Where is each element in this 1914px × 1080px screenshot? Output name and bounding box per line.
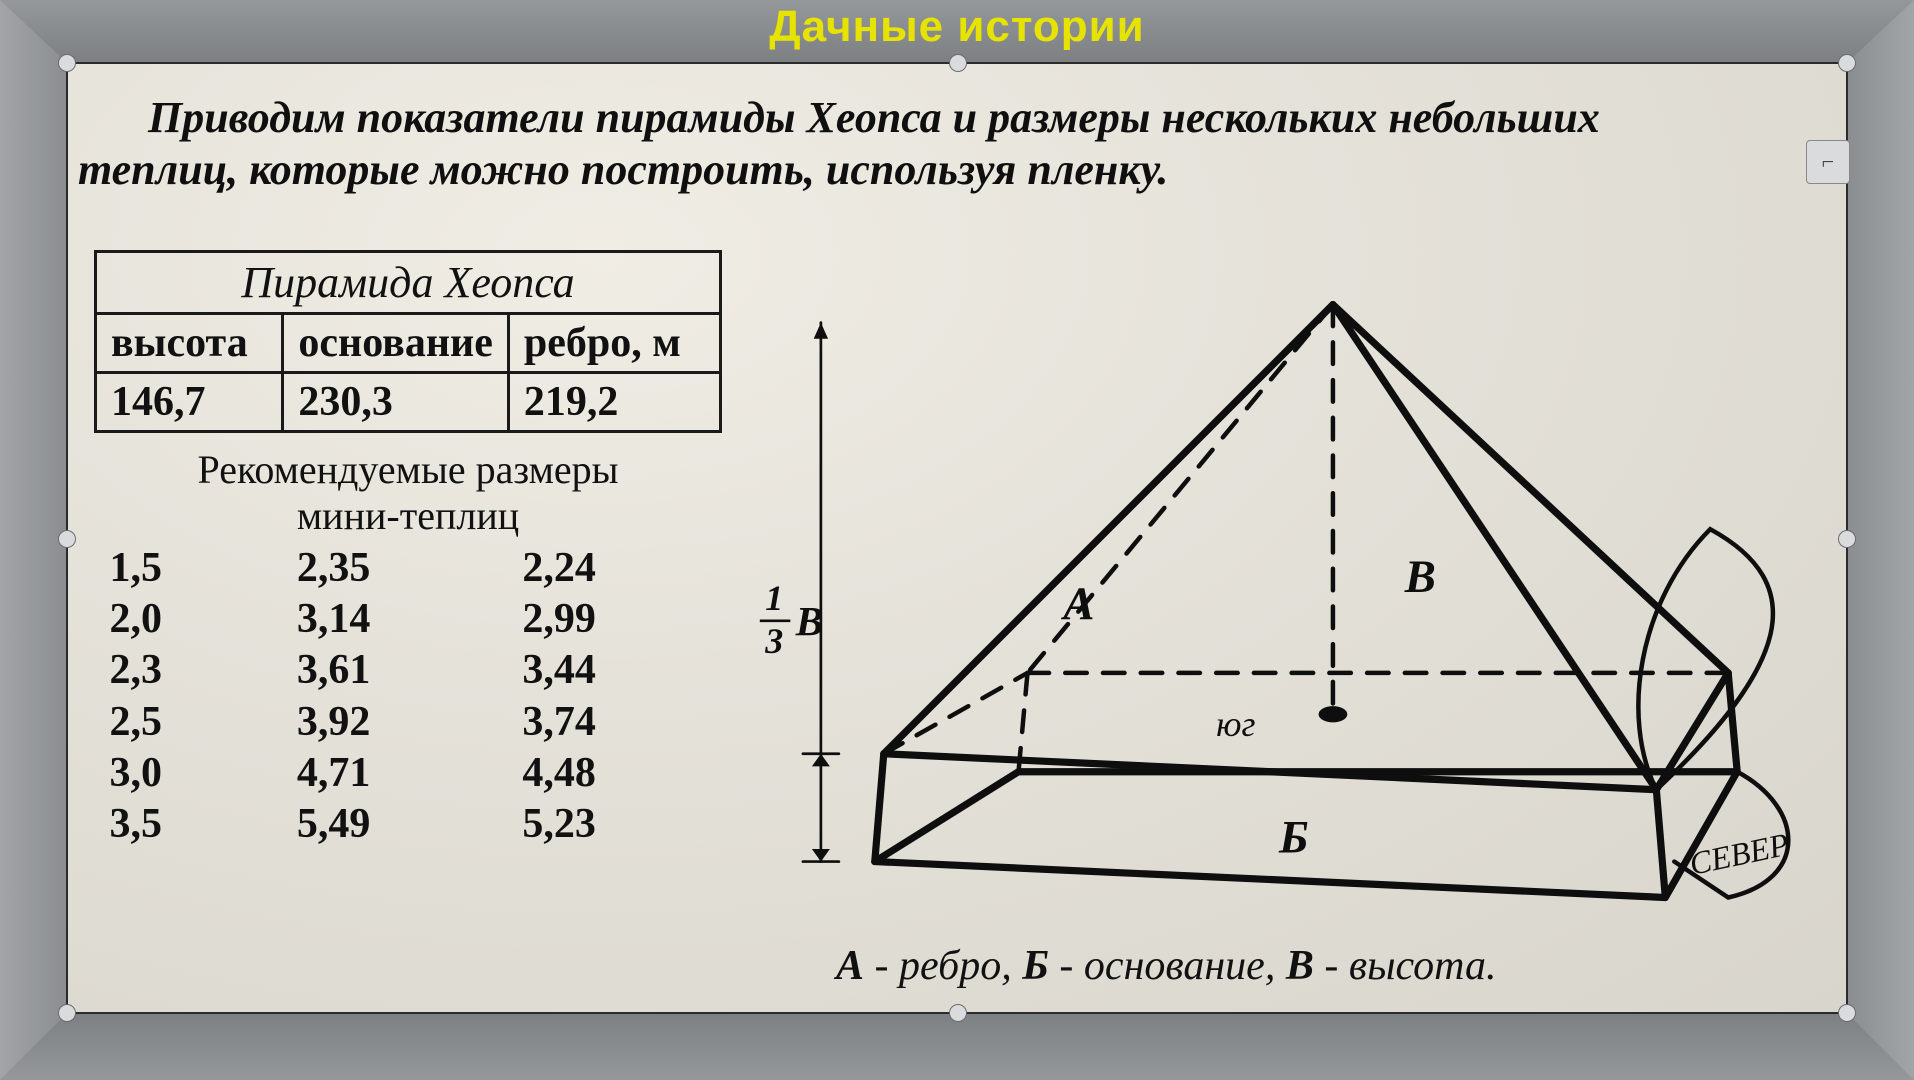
resize-handle-bl[interactable] xyxy=(58,1004,76,1022)
svg-text:1: 1 xyxy=(765,578,783,618)
svg-text:Б: Б xyxy=(1278,812,1309,864)
cell: 3,44 xyxy=(508,645,720,696)
cell: 5,23 xyxy=(508,799,720,850)
intro-line2: теплиц, которые можно построить, использ… xyxy=(78,145,1168,194)
intro-paragraph: Приводим показатели пирамиды Хеопса и ра… xyxy=(78,92,1816,196)
col-edge: ребро, м xyxy=(508,314,720,373)
resize-handle-tl[interactable] xyxy=(58,54,76,72)
resize-handle-tc[interactable] xyxy=(949,54,967,72)
cell: 2,5 xyxy=(96,697,283,748)
mini-subheader: Рекомендуемые размеры мини-теплиц xyxy=(96,432,721,544)
resize-handle-ml[interactable] xyxy=(58,530,76,548)
svg-text:3: 3 xyxy=(764,621,783,661)
cell: 3,92 xyxy=(283,697,509,748)
table-row: 2,33,613,44 xyxy=(96,645,721,696)
svg-text:В: В xyxy=(1404,551,1436,603)
selected-image-frame[interactable]: Приводим показатели пирамиды Хеопса и ра… xyxy=(66,62,1848,1014)
table-title: Пирамида Хеопса xyxy=(96,252,721,314)
cell: 2,24 xyxy=(508,543,720,594)
table-row: 1,52,352,24 xyxy=(96,543,721,594)
editor-frame: Дачные истории Приводим показатели пирам… xyxy=(0,0,1914,1080)
frame-bevel-left xyxy=(0,0,66,1080)
table-row: 2,53,923,74 xyxy=(96,697,721,748)
cell: 2,3 xyxy=(96,645,283,696)
resize-handle-br[interactable] xyxy=(1838,1004,1856,1022)
col-height: высота xyxy=(96,314,283,373)
cell: 2,0 xyxy=(96,594,283,645)
cell: 3,14 xyxy=(283,594,509,645)
cell: 3,5 xyxy=(96,799,283,850)
diagram-legend: А - ребро, Б - основание, В - высота. xyxy=(836,942,1496,990)
table-row: 2,03,142,99 xyxy=(96,594,721,645)
pyramid-diagram: АВБюгСЕВЕР13B xyxy=(758,264,1836,992)
table-row: 3,04,714,48 xyxy=(96,748,721,799)
resize-handle-mr[interactable] xyxy=(1838,530,1856,548)
cheops-height: 146,7 xyxy=(96,373,283,432)
cell: 3,0 xyxy=(96,748,283,799)
cell: 3,74 xyxy=(508,697,720,748)
cell: 3,61 xyxy=(283,645,509,696)
cheops-edge: 219,2 xyxy=(508,373,720,432)
cell: 2,35 xyxy=(283,543,509,594)
svg-text:B: B xyxy=(795,598,824,644)
resize-handle-tr[interactable] xyxy=(1838,54,1856,72)
dimensions-table: Пирамида Хеопса высота основание ребро, … xyxy=(94,250,722,850)
cell: 4,48 xyxy=(508,748,720,799)
col-base: основание xyxy=(283,314,509,373)
cell: 2,99 xyxy=(508,594,720,645)
table-row: 3,55,495,23 xyxy=(96,799,721,850)
cheops-base: 230,3 xyxy=(283,373,509,432)
layout-options-icon[interactable]: ⌐ xyxy=(1806,140,1850,184)
frame-bevel-right xyxy=(1848,0,1914,1080)
cell: 1,5 xyxy=(96,543,283,594)
frame-bevel-bottom xyxy=(0,1014,1914,1080)
resize-handle-bc[interactable] xyxy=(949,1004,967,1022)
svg-text:А: А xyxy=(1060,578,1094,630)
svg-text:юг: юг xyxy=(1216,704,1255,744)
scanned-page: Приводим показатели пирамиды Хеопса и ра… xyxy=(68,64,1846,1012)
cell: 5,49 xyxy=(283,799,509,850)
banner-title: Дачные истории xyxy=(0,2,1914,52)
intro-line1: Приводим показатели пирамиды Хеопса и ра… xyxy=(148,93,1600,142)
cell: 4,71 xyxy=(283,748,509,799)
